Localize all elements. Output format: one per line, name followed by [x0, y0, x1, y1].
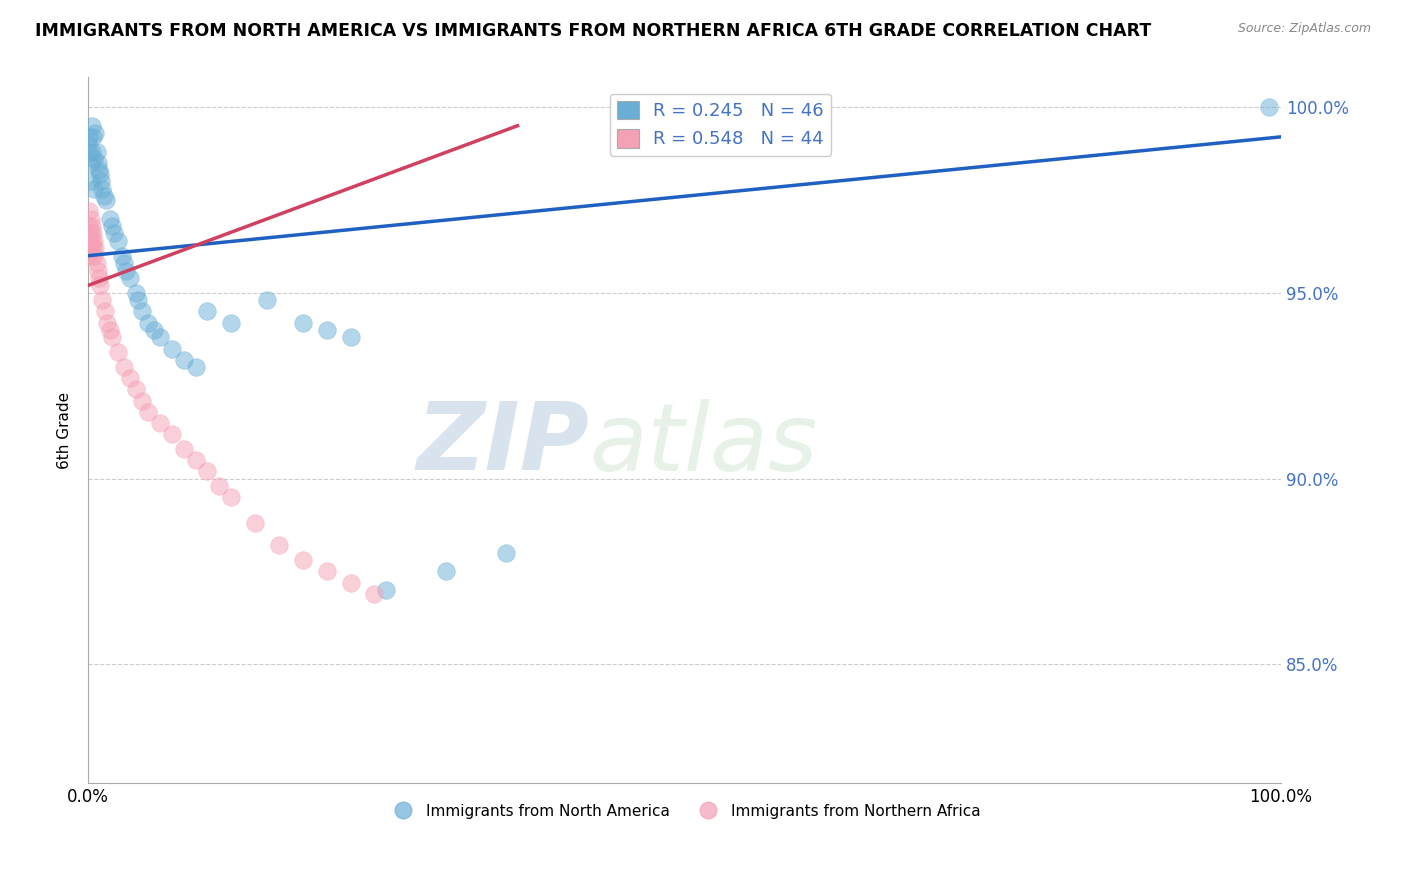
Point	[131, 393, 153, 408]
Point	[112, 256, 135, 270]
Point	[363, 587, 385, 601]
Point	[101, 219, 124, 233]
Point	[79, 129, 101, 144]
Point	[94, 304, 117, 318]
Point	[89, 278, 111, 293]
Point	[79, 211, 101, 226]
Point	[208, 479, 231, 493]
Point	[91, 182, 114, 196]
Point	[103, 227, 125, 241]
Point	[89, 167, 111, 181]
Point	[87, 271, 110, 285]
Point	[256, 293, 278, 308]
Point	[79, 174, 101, 188]
Point	[84, 241, 107, 255]
Text: atlas: atlas	[589, 399, 817, 490]
Point	[79, 145, 101, 159]
Point	[1258, 100, 1281, 114]
Point	[94, 193, 117, 207]
Point	[83, 234, 105, 248]
Point	[82, 129, 104, 144]
Text: Source: ZipAtlas.com: Source: ZipAtlas.com	[1237, 22, 1371, 36]
Point	[86, 145, 108, 159]
Y-axis label: 6th Grade: 6th Grade	[58, 392, 72, 469]
Point	[142, 323, 165, 337]
Point	[77, 137, 100, 152]
Point	[80, 119, 103, 133]
Point	[96, 316, 118, 330]
Point	[79, 204, 101, 219]
Point	[184, 360, 207, 375]
Point	[291, 553, 314, 567]
Point	[339, 330, 361, 344]
Point	[136, 405, 159, 419]
Point	[80, 234, 103, 248]
Point	[83, 249, 105, 263]
Text: ZIP: ZIP	[416, 399, 589, 491]
Point	[434, 565, 457, 579]
Point	[83, 152, 105, 166]
Point	[173, 442, 195, 456]
Point	[77, 249, 100, 263]
Point	[115, 263, 138, 277]
Point	[90, 174, 112, 188]
Point	[136, 316, 159, 330]
Point	[80, 145, 103, 159]
Point	[315, 323, 337, 337]
Point	[125, 383, 148, 397]
Point	[339, 575, 361, 590]
Point	[149, 416, 172, 430]
Point	[118, 371, 141, 385]
Point	[87, 163, 110, 178]
Point	[197, 304, 219, 318]
Point	[98, 323, 121, 337]
Point	[79, 227, 101, 241]
Point	[221, 490, 243, 504]
Point	[184, 453, 207, 467]
Point	[495, 546, 517, 560]
Point	[160, 342, 183, 356]
Point	[80, 219, 103, 233]
Point	[315, 565, 337, 579]
Point	[84, 126, 107, 140]
Point	[160, 426, 183, 441]
Point	[127, 293, 149, 308]
Point	[267, 538, 290, 552]
Legend: Immigrants from North America, Immigrants from Northern Africa: Immigrants from North America, Immigrant…	[382, 797, 987, 825]
Text: IMMIGRANTS FROM NORTH AMERICA VS IMMIGRANTS FROM NORTHERN AFRICA 6TH GRADE CORRE: IMMIGRANTS FROM NORTH AMERICA VS IMMIGRA…	[35, 22, 1152, 40]
Point	[107, 345, 129, 359]
Point	[86, 156, 108, 170]
Point	[197, 464, 219, 478]
Point	[82, 241, 104, 255]
Point	[101, 330, 124, 344]
Point	[98, 211, 121, 226]
Point	[125, 285, 148, 300]
Point	[83, 182, 105, 196]
Point	[79, 234, 101, 248]
Point	[110, 249, 132, 263]
Point	[79, 219, 101, 233]
Point	[93, 189, 115, 203]
Point	[77, 230, 100, 244]
Point	[107, 234, 129, 248]
Point	[80, 249, 103, 263]
Point	[91, 293, 114, 308]
Point	[131, 304, 153, 318]
Point	[291, 316, 314, 330]
Point	[221, 316, 243, 330]
Point	[112, 360, 135, 375]
Point	[86, 256, 108, 270]
Point	[243, 516, 266, 530]
Point	[173, 352, 195, 367]
Point	[86, 263, 108, 277]
Point	[375, 582, 398, 597]
Point	[79, 241, 101, 255]
Point	[82, 227, 104, 241]
Point	[79, 156, 101, 170]
Point	[118, 271, 141, 285]
Point	[149, 330, 172, 344]
